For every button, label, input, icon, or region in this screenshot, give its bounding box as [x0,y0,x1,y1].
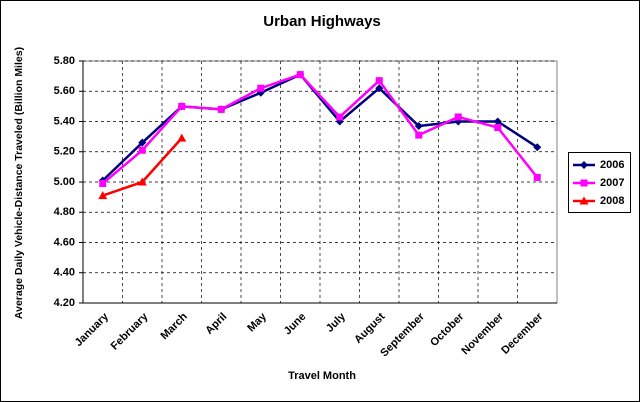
marker [533,143,542,152]
marker [533,173,541,181]
marker [296,71,304,79]
y-tick-label: 4.40 [54,267,75,279]
marker [580,161,588,169]
marker [454,113,462,121]
legend-label: 2007 [600,177,624,189]
marker [99,180,107,188]
marker [177,133,187,142]
y-axis-label: Average Daily Vehicle-Distance Traveled … [13,47,25,319]
marker [138,138,147,147]
marker [579,196,589,205]
marker [138,146,146,154]
marker [415,131,423,139]
y-tick-label: 5.20 [54,146,75,158]
marker [414,122,423,131]
marker [98,191,108,200]
y-tick-label: 4.20 [54,297,75,309]
marker [375,77,383,85]
marker [257,84,265,92]
y-tick-label: 4.80 [54,206,75,218]
marker [178,102,186,110]
marker [137,177,147,186]
legend-label: 2006 [600,159,624,171]
y-tick-label: 5.80 [54,55,75,67]
y-tick-label: 5.60 [54,85,75,97]
marker [493,117,502,126]
chart-title: Urban Highways [263,13,381,30]
marker [336,113,344,121]
y-tick-label: 4.60 [54,236,75,248]
y-tick-label: 5.00 [54,176,75,188]
x-axis-label: Travel Month [288,370,356,382]
marker [580,179,588,187]
marker [217,105,225,113]
marker [375,84,384,93]
legend-label: 2008 [600,195,624,207]
series-line [101,73,539,185]
y-tick-label: 5.40 [54,115,75,127]
marker [494,124,502,132]
